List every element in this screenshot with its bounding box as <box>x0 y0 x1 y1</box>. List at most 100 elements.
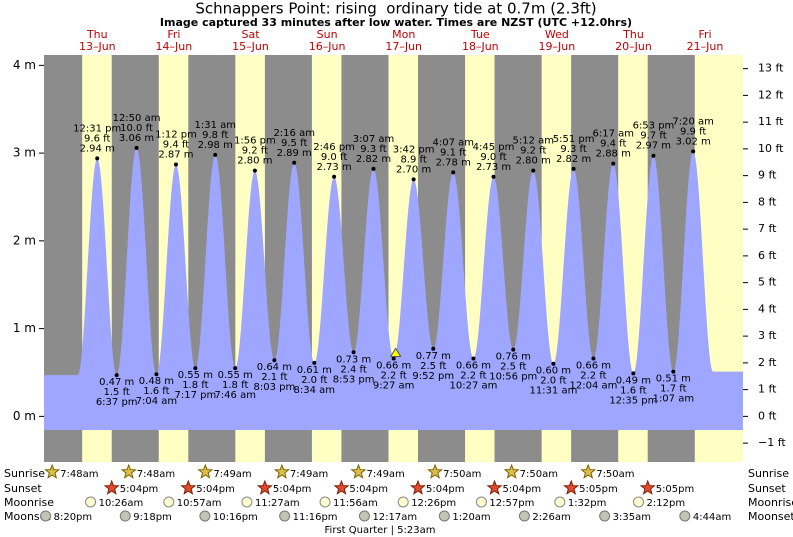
sunset-icon <box>486 479 503 495</box>
moonrise-icon <box>554 496 566 508</box>
chart-subtitle: Image captured 33 minutes after low wate… <box>160 16 632 29</box>
chart-title: Schnappers Point: rising ordinary tide a… <box>195 0 596 18</box>
sunset-time: 5:04pm <box>120 484 159 495</box>
tide-m: 2.78 m <box>436 157 471 168</box>
sunset-time: 5:05pm <box>579 484 618 495</box>
tide-time: 12:31 pm <box>73 123 121 134</box>
y2-tick-label: −1 ft <box>758 436 786 449</box>
y-tick-label: 1 m <box>13 321 36 335</box>
tide-time: 6:37 pm <box>96 397 138 408</box>
tide-ft: 9.0 ft <box>480 152 506 163</box>
tide-ft: 2.0 ft <box>540 376 566 387</box>
moonrise-icon <box>241 496 253 508</box>
tide-ft: 8.9 ft <box>400 154 426 165</box>
tide-time: 2:46 pm <box>313 142 355 153</box>
tide-time: 7:46 am <box>214 390 256 401</box>
tide-m: 2.98 m <box>198 140 233 151</box>
tide-ft: 2.2 ft <box>460 370 486 381</box>
y2-tick-label: 13 ft <box>758 62 784 75</box>
moonrise-time: 2:12pm <box>647 498 686 509</box>
moonrise-icon <box>85 496 97 508</box>
moonrise-time: 10:57am <box>177 498 222 509</box>
tide-point <box>193 366 198 371</box>
y2-tick-label: 8 ft <box>758 195 777 208</box>
tide-m: 0.49 m <box>616 375 651 386</box>
y-tick-label: 4 m <box>13 58 36 72</box>
tide-ft: 9.2 ft <box>242 146 268 157</box>
tide-m: 0.73 m <box>336 354 371 365</box>
tide-ft: 10.0 ft <box>120 123 153 134</box>
tide-time: 4:07 am <box>432 137 474 148</box>
tide-ft: 1.7 ft <box>660 384 686 395</box>
tide-time: 10:56 pm <box>489 372 537 383</box>
day-name: Thu <box>622 28 644 41</box>
row-label: Sunset <box>748 482 786 495</box>
row-label: Sunset <box>4 482 42 495</box>
day-name: Sat <box>241 28 260 41</box>
moonset-icon <box>438 510 450 522</box>
tide-m: 2.94 m <box>80 143 115 154</box>
day-date: 18–Jun <box>462 40 499 53</box>
tide-ft: 9.4 ft <box>163 140 189 151</box>
tide-ft: 1.5 ft <box>104 387 130 398</box>
tide-time: 3:07 am <box>353 134 395 145</box>
day-name: Tue <box>470 28 490 41</box>
tide-point <box>531 168 536 173</box>
tide-m: 0.61 m <box>297 365 332 376</box>
row-label: Moonrise <box>748 496 793 509</box>
tide-time: 10:27 am <box>449 380 497 391</box>
now-marker <box>389 347 402 357</box>
tide-time: 4:45 pm <box>473 142 515 153</box>
tide-time: 9:52 pm <box>412 371 454 382</box>
y-tick-label: 3 m <box>13 146 36 160</box>
tide-point <box>252 168 257 173</box>
tide-point <box>631 371 636 376</box>
tide-m: 3.06 m <box>119 133 154 144</box>
sunset-time: 5:04pm <box>273 484 312 495</box>
day-date: 19–Jun <box>539 40 576 53</box>
sunset-icon <box>256 479 273 495</box>
moonset-icon <box>358 510 370 522</box>
row-label: Moonset <box>4 510 51 523</box>
tide-m: 0.66 m <box>376 360 411 371</box>
tide-point <box>471 356 476 361</box>
y2-tick-label: 12 ft <box>758 88 784 101</box>
tide-time: 5:12 am <box>512 136 554 147</box>
day-date: 13–Jun <box>79 40 116 53</box>
tide-point <box>491 174 496 179</box>
tide-point <box>571 166 576 171</box>
day-name: Fri <box>698 28 711 41</box>
tide-m: 0.55 m <box>178 370 213 381</box>
tide-time: 8:53 pm <box>333 374 375 385</box>
moonset-time: 8:20pm <box>54 512 93 523</box>
moonset-time: 10:16pm <box>213 512 258 523</box>
tide-point <box>114 373 119 378</box>
tide-ft: 9.1 ft <box>440 147 466 158</box>
sunset-icon <box>333 479 350 495</box>
y2-tick-label: 4 ft <box>758 302 777 315</box>
day-date: 17–Jun <box>385 40 422 53</box>
y2-tick-label: 0 ft <box>758 409 777 422</box>
tide-time: 7:17 pm <box>175 390 217 401</box>
tide-m: 0.55 m <box>218 370 253 381</box>
tide-ft: 1.6 ft <box>143 386 169 397</box>
sunrise-icon <box>120 463 137 479</box>
day-date: 21–Jun <box>687 40 724 53</box>
tide-m: 0.48 m <box>139 376 174 387</box>
tide-ft: 1.8 ft <box>182 380 208 391</box>
tide-point <box>312 360 317 365</box>
tide-m: 2.70 m <box>396 164 431 175</box>
tide-ft: 9.6 ft <box>84 133 110 144</box>
tide-point <box>611 161 616 166</box>
sunset-time: 5:04pm <box>196 484 235 495</box>
tide-point <box>134 145 139 150</box>
moonrise-time: 11:56am <box>333 498 378 509</box>
moonset-icon <box>40 510 52 522</box>
tide-time: 8:34 am <box>294 385 336 396</box>
tide-ft: 9.7 ft <box>640 131 666 142</box>
moonset-icon <box>679 510 691 522</box>
day-name: Mon <box>392 28 415 41</box>
tide-time: 12:35 pm <box>609 395 657 406</box>
tide-time: 5:51 pm <box>553 134 595 145</box>
tide-m: 2.87 m <box>158 150 193 161</box>
